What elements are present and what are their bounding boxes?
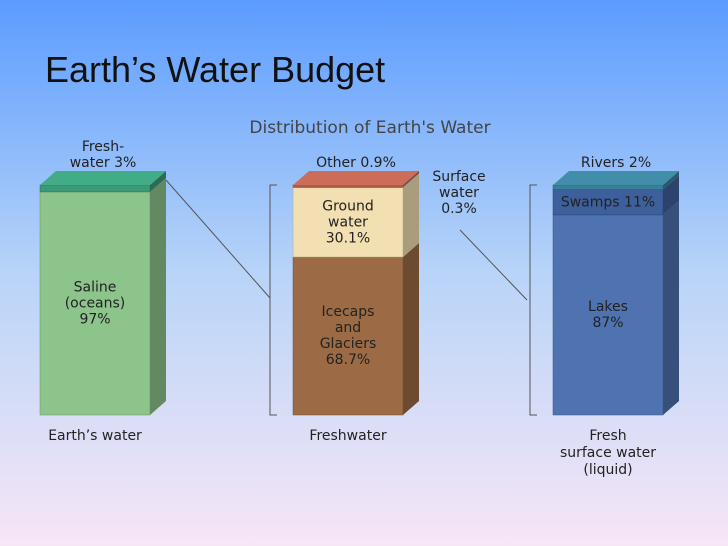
segment-label-text: Rivers — [581, 155, 625, 171]
value-label: 87% — [592, 315, 623, 331]
column-side — [150, 171, 166, 192]
segment-label-text: Fresh- — [82, 139, 124, 155]
segment-label: Icecaps — [322, 304, 375, 320]
column-name: surface water — [560, 445, 656, 461]
column-segment — [552, 184, 664, 190]
column-side — [663, 175, 679, 215]
column-side — [403, 173, 419, 257]
value-label: 0.9% — [360, 155, 396, 171]
value-label: 3% — [114, 155, 136, 171]
segment-label-text: Other — [316, 155, 356, 171]
column-segment — [39, 184, 151, 193]
column-side — [663, 200, 679, 415]
segment-label: (oceans) — [65, 295, 126, 311]
segment-label-text: Lakes — [588, 299, 628, 315]
connectors — [165, 179, 537, 416]
segment-label: Ground — [322, 198, 374, 214]
segment-label-text: Saline — [74, 279, 117, 295]
segment-label: Swamps 11% — [561, 194, 655, 210]
segment-label: water — [439, 185, 479, 201]
column-side — [403, 173, 419, 188]
column-name: Freshwater — [309, 428, 386, 444]
slide-title: Earth’s Water Budget — [45, 49, 385, 90]
segment-label: Glaciers — [320, 336, 377, 352]
segment-label: Other 0.9% — [316, 155, 396, 171]
segment-label: water — [328, 214, 368, 230]
column-name: Fresh — [589, 428, 626, 444]
segment-label: water 3% — [70, 155, 137, 171]
column-segment — [292, 256, 404, 416]
segment-label-text: water — [439, 185, 479, 201]
column-segment — [552, 189, 664, 216]
column-segment — [292, 184, 404, 188]
column-top — [40, 171, 166, 185]
column-segment — [552, 214, 664, 416]
segment-label-text: (oceans) — [65, 295, 126, 311]
value-label: 11% — [624, 194, 655, 210]
column-side — [403, 242, 419, 415]
column-segment — [39, 191, 151, 416]
segment-label-text: and — [335, 320, 361, 336]
value-label: 0.3% — [441, 201, 477, 217]
value-label: 68.7% — [326, 352, 370, 368]
segment-label-text: Icecaps — [322, 304, 375, 320]
value-label: 2% — [629, 155, 651, 171]
segment-label-text: Ground — [322, 198, 374, 214]
value-label: 97% — [79, 311, 110, 327]
segment-label: Fresh- — [82, 139, 124, 155]
chart-title: Distribution of Earth's Water — [249, 118, 490, 138]
value-label: 30.1% — [326, 230, 370, 246]
segment-label-text: water — [70, 155, 110, 171]
column-top — [553, 171, 679, 185]
column-side — [403, 171, 419, 188]
segment-label-text: Glaciers — [320, 336, 377, 352]
segment-label: and — [335, 320, 361, 336]
segment-label: Rivers 2% — [581, 155, 651, 171]
segment-label-text: Surface — [432, 169, 485, 185]
segment-label-text: Swamps — [561, 194, 620, 210]
column-side — [150, 177, 166, 415]
segment-label-text: water — [328, 214, 368, 230]
column-side — [663, 171, 679, 190]
column-name: (liquid) — [583, 462, 632, 478]
segment-label: Saline — [74, 279, 117, 295]
segment-label: Lakes — [588, 299, 628, 315]
column-name: Earth’s water — [48, 428, 142, 444]
column-top — [293, 171, 419, 185]
segment-label: Surface — [432, 169, 485, 185]
column-segment — [292, 187, 404, 258]
